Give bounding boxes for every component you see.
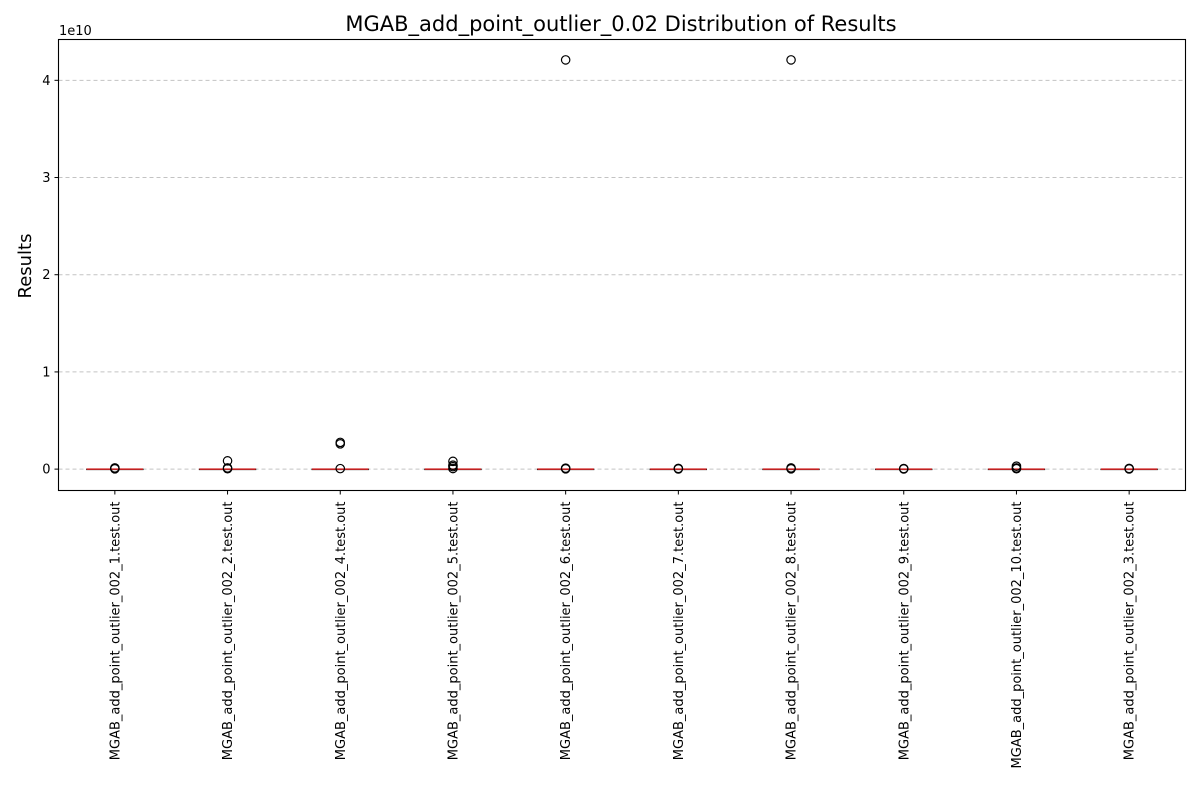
outlier-point (898, 463, 909, 474)
outlier-point (335, 463, 346, 474)
outlier-point (448, 456, 458, 467)
grid-lines (58, 79, 1186, 470)
y-tick-label: 4 (42, 74, 50, 89)
x-tick-label: MGAB_add_point_outlier_002_3.test.out (1123, 502, 1138, 761)
box-series-2 (198, 456, 257, 474)
box-series-4 (424, 456, 482, 474)
x-tick-label: MGAB_add_point_outlier_002_2.test.out (221, 502, 236, 761)
box-series-9 (987, 461, 1046, 474)
x-tick-label: MGAB_add_point_outlier_002_4.test.out (334, 502, 349, 761)
box-series-1 (86, 463, 144, 474)
y-tick-label: 0 (42, 463, 50, 478)
outlier-point (335, 437, 346, 448)
outlier-point (560, 463, 571, 473)
x-tick-label: MGAB_add_point_outlier_002_1.test.out (108, 502, 123, 761)
x-tick-label: MGAB_add_point_outlier_002_7.test.out (672, 502, 687, 761)
x-tick-label: MGAB_add_point_outlier_002_6.test.out (559, 502, 574, 761)
outlier-point (560, 55, 571, 65)
box-series-5 (536, 55, 595, 474)
y-tick-label: 2 (42, 268, 50, 283)
axes-frame (57, 38, 1187, 492)
outlier-point (786, 55, 796, 65)
outlier-point (448, 460, 458, 471)
outlier-point (1011, 461, 1022, 472)
x-ticks: MGAB_add_point_outlier_002_1.test.out MGA… (108, 490, 1138, 769)
y-offset-label: 1e10 (59, 24, 92, 39)
box-series-10 (1100, 463, 1158, 474)
y-axis-label: Results (15, 234, 36, 299)
boxes-layer (86, 55, 1158, 474)
outlier-point (222, 456, 233, 466)
x-tick-label: MGAB_add_point_outlier_002_9.test.out (897, 502, 912, 761)
outlier-point (110, 463, 120, 473)
outlier-point (1124, 463, 1134, 474)
box-series-3 (311, 437, 369, 474)
outlier-point (222, 463, 233, 473)
y-tick-label: 3 (42, 171, 50, 186)
x-tick-label: MGAB_add_point_outlier_002_10.test.out (1010, 502, 1025, 769)
y-tick-label: 1 (42, 365, 50, 380)
x-tick-label: MGAB_add_point_outlier_002_5.test.out (446, 502, 461, 761)
box-series-7 (762, 55, 820, 474)
box-series-8 (875, 463, 933, 474)
x-tick-label: MGAB_add_point_outlier_002_8.test.out (785, 502, 800, 761)
y-ticks: 0 1 2 3 4 (42, 74, 59, 478)
box-series-6 (649, 463, 708, 474)
chart-title: MGAB_add_point_outlier_0.02 Distribution… (345, 12, 896, 37)
outlier-point (786, 463, 796, 473)
outlier-point (673, 463, 684, 474)
